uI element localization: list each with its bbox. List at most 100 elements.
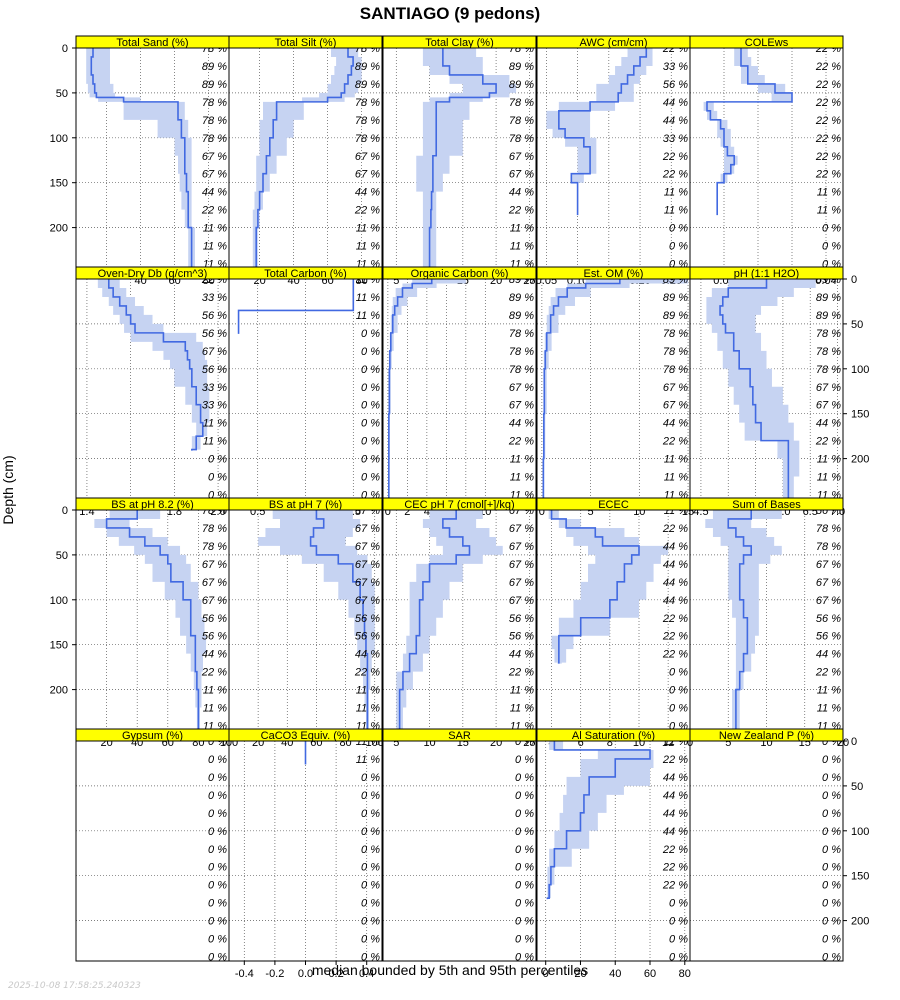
pct-label: 0 %: [822, 754, 841, 766]
pct-label: 89 %: [355, 61, 380, 73]
y-tick-label: 0: [851, 274, 857, 286]
strip-title: Total Carbon (%): [264, 268, 347, 280]
panel: 0 %0 %0 %0 %0 %0 %0 %0 %0 %0 %0 %0 %0 %N…: [689, 728, 844, 964]
strip-title: Total Clay (%): [425, 37, 493, 49]
pct-label: 78 %: [663, 346, 688, 358]
profile-group: [546, 741, 654, 900]
panel: 89 %89 %89 %78 %78 %78 %67 %67 %44 %22 %…: [536, 266, 694, 518]
profile-group: [542, 279, 689, 499]
pct-label: 78 %: [816, 328, 841, 340]
x-tick-label: 60: [644, 968, 656, 980]
pct-label: 0 %: [361, 328, 380, 340]
pct-label: 0 %: [515, 826, 534, 838]
pct-label: 33 %: [663, 61, 688, 73]
pct-label: 0 %: [822, 898, 841, 910]
pct-label: 67 %: [816, 559, 841, 571]
x-tick-label: -0.4: [235, 968, 254, 980]
pct-label: 67 %: [816, 577, 841, 589]
median-line: [428, 48, 497, 268]
percentile-band: [546, 48, 653, 216]
pct-label: 44 %: [663, 541, 688, 553]
pct-label: 78 %: [509, 115, 534, 127]
pct-label: 22 %: [815, 115, 841, 127]
panel: 11 %22 %44 %44 %44 %44 %22 %22 %22 %0 %0…: [536, 728, 691, 980]
pct-label: 89 %: [663, 292, 688, 304]
x-tick-label: 5: [393, 737, 399, 749]
y-tick-label: 150: [851, 871, 869, 883]
median-line: [90, 48, 196, 268]
pct-label: 22 %: [354, 205, 380, 217]
pct-label: 67 %: [509, 151, 534, 163]
pct-label: 56 %: [202, 364, 227, 376]
x-tick-label: 0.4: [359, 968, 374, 980]
pct-label: 0 %: [361, 382, 380, 394]
y-tick-label: 150: [50, 178, 68, 190]
pct-label: 22 %: [662, 151, 688, 163]
pct-label: 22 %: [662, 880, 688, 892]
pct-label: 22 %: [508, 667, 534, 679]
pct-label: 22 %: [508, 205, 534, 217]
pct-label: 56 %: [202, 328, 227, 340]
pct-label: 0 %: [515, 808, 534, 820]
pct-label: 56 %: [202, 613, 227, 625]
y-tick-label: 200: [851, 454, 869, 466]
percentile-band: [97, 279, 210, 451]
pct-label: 44 %: [663, 826, 688, 838]
panel: 0 %0 %0 %0 %0 %0 %0 %0 %0 %0 %0 %0 %0 %G…: [75, 728, 230, 964]
x-tick-label: 40: [609, 968, 621, 980]
pct-label: 78 %: [509, 97, 534, 109]
pct-label: 0 %: [669, 898, 688, 910]
pct-label: 0 %: [822, 808, 841, 820]
pct-label: 67 %: [202, 151, 227, 163]
panel: 89 %89 %89 %78 %78 %78 %67 %67 %44 %22 %…: [382, 266, 537, 518]
pct-label: 44 %: [663, 559, 688, 571]
profile-group: [258, 510, 375, 730]
pct-label: 0 %: [515, 934, 534, 946]
pct-label: 0 %: [822, 862, 841, 874]
pct-label: 11 %: [356, 754, 380, 766]
pct-label: 11 %: [203, 223, 227, 235]
panel-frame: [75, 740, 230, 962]
pct-label: 11 %: [203, 685, 227, 697]
pct-label: 0 %: [822, 826, 841, 838]
pct-label: 89 %: [202, 61, 227, 73]
pct-label: 78 %: [509, 364, 534, 376]
pct-label: 0 %: [361, 934, 380, 946]
pct-label: 0 %: [208, 772, 227, 784]
pct-label: 44 %: [202, 187, 227, 199]
strip-title: Est. OM (%): [584, 268, 644, 280]
pct-label: 0 %: [208, 880, 227, 892]
percentile-band: [86, 48, 199, 268]
percentile-band: [396, 510, 503, 730]
pct-label: 44 %: [663, 418, 688, 430]
pct-label: 0 %: [361, 418, 380, 430]
pct-label: 0 %: [822, 934, 841, 946]
pct-label: 78 %: [202, 541, 227, 553]
pct-label: 22 %: [662, 649, 688, 661]
median-line: [253, 48, 354, 268]
pct-label: 67 %: [202, 559, 227, 571]
pct-label: 0 %: [361, 808, 380, 820]
pct-label: 0 %: [208, 862, 227, 874]
y-tick-label: 200: [50, 223, 68, 235]
pct-label: 67 %: [509, 523, 534, 535]
pct-label: 0 %: [361, 346, 380, 358]
pct-label: 89 %: [509, 79, 534, 91]
x-tick-label: 0: [539, 506, 545, 518]
profile-group: [396, 510, 503, 730]
profile-group: [706, 279, 816, 499]
pct-label: 44 %: [202, 649, 227, 661]
pct-label: 89 %: [202, 79, 227, 91]
pct-label: 0 %: [361, 898, 380, 910]
pct-label: 22 %: [662, 862, 688, 874]
panel: 78 %78 %78 %67 %67 %67 %56 %56 %44 %22 %…: [75, 497, 238, 749]
pct-label: 0 %: [208, 754, 227, 766]
pct-label: 22 %: [662, 844, 688, 856]
x-tick-label: 2: [404, 506, 410, 518]
pct-label: 11 %: [356, 685, 380, 697]
pct-label: 0 %: [515, 844, 534, 856]
pct-label: 0 %: [361, 862, 380, 874]
pct-label: 0 %: [208, 898, 227, 910]
pct-label: 56 %: [509, 613, 534, 625]
